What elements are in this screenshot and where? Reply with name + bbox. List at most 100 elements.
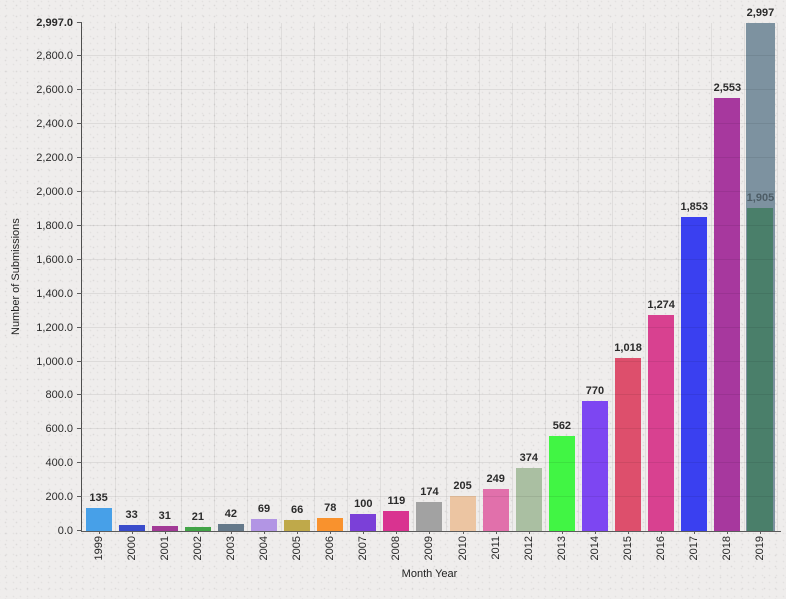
- bar-2017[interactable]: [681, 216, 708, 531]
- x-tick-mark: [594, 531, 596, 534]
- y-tick-mark: [77, 326, 82, 328]
- y-tick-mark: [77, 428, 82, 430]
- y-tick-label: 1,600.0: [36, 253, 73, 266]
- x-tick-label-2017: 2017: [688, 536, 701, 561]
- bars-layer: 135 1999 33 2000 31 2001 21 2002 42 2003 69 2004 66 2…: [82, 7, 777, 561]
- bar-slot-2015: 1,018 2015: [612, 23, 645, 560]
- x-tick-label-2018: 2018: [721, 536, 734, 561]
- bar-value-label: 1,018: [614, 342, 642, 355]
- bar-value-label: 100: [354, 498, 373, 511]
- bar-slot-2006: 78 2006: [314, 23, 347, 560]
- bar-2016[interactable]: [648, 315, 675, 531]
- plot-area: 135 1999 33 2000 31 2001 21 2002 42 2003 69 2004 66 2…: [36, 7, 781, 561]
- y-tick-mark: [77, 394, 82, 396]
- bar-2007[interactable]: [350, 514, 377, 531]
- x-tick-mark: [462, 531, 464, 534]
- y-tick-mark: [77, 292, 82, 294]
- bar-2010[interactable]: [449, 496, 476, 531]
- bar-slot-2000: 33 2000: [115, 23, 148, 560]
- bar-slot-2001: 31 2001: [148, 23, 181, 560]
- x-tick-mark: [98, 531, 100, 534]
- x-tick-mark: [628, 531, 630, 534]
- bar-2018[interactable]: [714, 98, 741, 531]
- bar-value-label: 1,853: [680, 200, 709, 213]
- bar-value-label: 119: [387, 494, 406, 507]
- bar-slot-2007: 100 2007: [347, 23, 380, 560]
- bar-slot-2008: 119 2008: [380, 23, 413, 560]
- x-tick-mark: [561, 531, 563, 534]
- bar-slot-2016: 1,274 2016: [645, 23, 678, 560]
- x-tick-mark: [330, 531, 332, 534]
- y-tick-label: 1,200.0: [36, 321, 73, 334]
- y-tick-label: 1,000.0: [36, 355, 73, 368]
- bar-value-label: 2,553: [713, 82, 742, 95]
- y-tick-label: 2,800.0: [36, 50, 73, 63]
- bar-2008[interactable]: [383, 510, 410, 531]
- y-tick-mark: [77, 224, 82, 226]
- y-tick-label: 2,200.0: [36, 152, 73, 165]
- y-tick-label: 2,000.0: [36, 186, 73, 198]
- y-tick-mark: [77, 462, 82, 464]
- bar-value-label: 21: [191, 511, 204, 524]
- bar-value-label: 33: [125, 509, 138, 522]
- x-tick-mark: [694, 531, 696, 534]
- y-tick-label: 1,800.0: [36, 219, 73, 232]
- x-tick-mark: [164, 531, 166, 534]
- y-tick-label: 600.0: [45, 423, 73, 436]
- bar-slot-2004: 69 2004: [247, 23, 280, 560]
- x-tick-mark: [264, 531, 266, 534]
- bar-2005[interactable]: [284, 519, 311, 531]
- bar-slot-2002: 21 2002: [181, 23, 214, 560]
- x-tick-label-2012: 2012: [522, 536, 535, 561]
- x-tick-label-2005: 2005: [291, 536, 304, 561]
- bar-2004[interactable]: [251, 519, 278, 531]
- bar-value-label: 205: [453, 480, 472, 493]
- bar-2014[interactable]: [581, 400, 608, 531]
- bar-value-label: 66: [290, 503, 304, 516]
- bar-1999[interactable]: [85, 508, 112, 531]
- y-tick-label: 1,400.0: [36, 287, 73, 300]
- bar-2015[interactable]: [615, 358, 642, 531]
- x-tick-label-2011: 2011: [489, 536, 502, 560]
- bar-value-label: 374: [519, 451, 538, 464]
- x-tick-mark: [727, 531, 729, 534]
- x-tick-label-2016: 2016: [655, 536, 668, 561]
- bar-slot-2005: 66 2005: [281, 23, 314, 560]
- x-tick-label-2006: 2006: [324, 536, 337, 561]
- x-tick-mark: [297, 531, 299, 534]
- x-tick-mark: [230, 531, 232, 534]
- bar-2009[interactable]: [416, 501, 443, 531]
- bar-slot-1999: 135 1999: [82, 23, 115, 560]
- bar-2002[interactable]: [184, 527, 211, 531]
- bar-2019[interactable]: [747, 208, 774, 531]
- x-axis-title: Month Year: [401, 568, 458, 580]
- bar-slot-2017: 1,853 2017: [678, 23, 711, 561]
- bar-2011[interactable]: [482, 488, 509, 531]
- x-tick-label-2019: 2019: [754, 536, 767, 561]
- y-tick-label: 2,400.0: [36, 118, 73, 131]
- y-tick-mark: [77, 530, 82, 531]
- bar-2000[interactable]: [118, 525, 145, 531]
- x-tick-mark: [528, 531, 530, 534]
- y-axis-line: [81, 23, 82, 532]
- y-tick-mark: [77, 157, 82, 159]
- x-tick-label-2014: 2014: [588, 536, 601, 561]
- bar-2013[interactable]: [548, 435, 575, 531]
- bar-slot-2010: 205 2010: [446, 23, 479, 560]
- x-tick-label-2010: 2010: [456, 536, 469, 561]
- x-tick-label-2002: 2002: [191, 536, 204, 561]
- bar-2001[interactable]: [151, 525, 178, 531]
- bar-value-label: 249: [486, 472, 505, 485]
- bar-2012[interactable]: [515, 467, 542, 531]
- x-tick-mark: [131, 531, 133, 534]
- y-tick-mark: [77, 496, 82, 498]
- y-tick-label: 2,997.0: [36, 17, 73, 29]
- y-tick-mark: [77, 89, 82, 91]
- bar-2003[interactable]: [217, 523, 244, 531]
- bar-value-label: 562: [552, 419, 572, 432]
- x-tick-label-2003: 2003: [224, 536, 237, 561]
- bar-2006[interactable]: [317, 517, 344, 531]
- bar-value-label: 78: [324, 501, 337, 514]
- bar-slot-2014: 770 2014: [578, 23, 611, 560]
